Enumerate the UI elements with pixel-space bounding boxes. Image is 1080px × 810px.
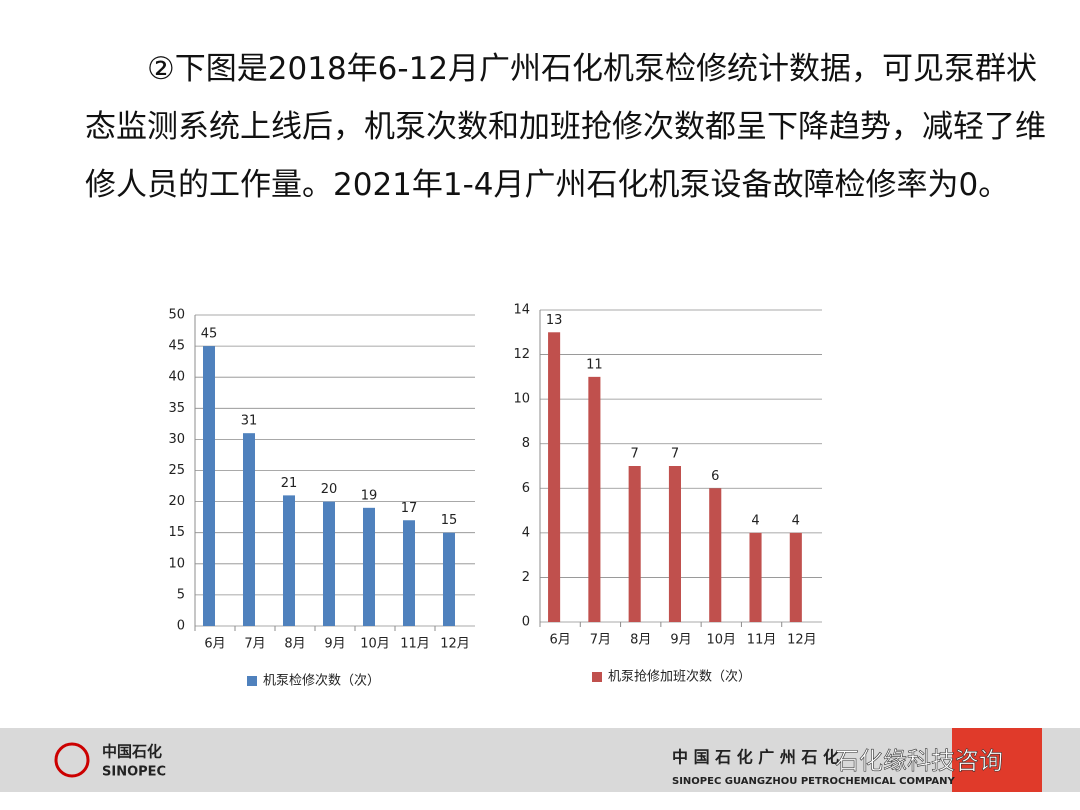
company-cn: 中 国 石 化 广 州 石 化 xyxy=(672,748,839,767)
bar xyxy=(283,495,295,626)
x-tick-label: 10月 xyxy=(360,637,390,652)
data-label: 6 xyxy=(711,469,719,484)
bar xyxy=(668,466,681,622)
bar xyxy=(588,376,601,622)
y-tick-label: 20 xyxy=(168,494,185,509)
watermark: 石化缘科技咨询 xyxy=(835,747,1003,775)
data-label: 13 xyxy=(546,313,563,328)
bar xyxy=(548,332,561,622)
y-tick-label: 35 xyxy=(168,401,185,416)
bar xyxy=(709,488,722,622)
bar xyxy=(789,532,802,622)
bar xyxy=(443,532,455,626)
y-tick-label: 0 xyxy=(177,619,185,634)
y-tick-label: 25 xyxy=(168,463,185,478)
y-tick-label: 4 xyxy=(522,525,530,540)
bar xyxy=(203,346,215,626)
y-tick-label: 8 xyxy=(522,436,530,451)
footer-red-block xyxy=(952,728,1042,792)
bar xyxy=(403,520,415,626)
x-tick-label: 10月 xyxy=(707,633,737,648)
y-tick-label: 50 xyxy=(168,308,185,323)
bar xyxy=(749,532,762,622)
paragraph: ②下图是2018年6-12月广州石化机泵检修统计数据，可见泵群状态监测系统上线后… xyxy=(85,51,1046,203)
y-tick-label: 14 xyxy=(513,303,530,318)
y-tick-label: 40 xyxy=(168,370,185,385)
x-tick-label: 6月 xyxy=(204,637,225,652)
y-tick-label: 10 xyxy=(168,556,185,571)
x-tick-label: 11月 xyxy=(747,633,777,648)
y-tick-label: 15 xyxy=(168,525,185,540)
company-en: SINOPEC GUANGZHOU PETROCHEMICAL COMPANY xyxy=(672,776,955,787)
logo-en: SINOPEC xyxy=(102,765,166,780)
legend-label: 机泵抢修加班次数（次） xyxy=(608,669,751,685)
y-tick-label: 6 xyxy=(522,481,530,496)
bar xyxy=(243,433,255,626)
y-tick-label: 30 xyxy=(168,432,185,447)
x-tick-label: 6月 xyxy=(550,633,571,648)
bar xyxy=(323,501,335,626)
y-tick-label: 45 xyxy=(168,339,185,354)
x-tick-label: 11月 xyxy=(400,637,430,652)
x-tick-label: 9月 xyxy=(324,637,345,652)
y-tick-label: 10 xyxy=(513,392,530,407)
data-label: 31 xyxy=(241,414,258,429)
logo-cn: 中国石化 xyxy=(102,743,162,761)
x-tick-label: 8月 xyxy=(630,633,651,648)
data-label: 7 xyxy=(671,447,679,462)
legend-swatch xyxy=(247,676,257,686)
logo-icon xyxy=(54,742,90,778)
data-label: 4 xyxy=(751,513,759,528)
data-label: 17 xyxy=(401,501,418,516)
legend-label: 机泵检修次数（次） xyxy=(263,673,380,689)
data-label: 7 xyxy=(631,447,639,462)
data-label: 19 xyxy=(361,488,378,503)
legend-swatch xyxy=(592,672,602,682)
data-label: 20 xyxy=(321,482,338,497)
x-tick-label: 12月 xyxy=(787,633,817,648)
x-tick-label: 12月 xyxy=(440,637,470,652)
data-label: 4 xyxy=(792,513,800,528)
data-label: 21 xyxy=(281,476,298,491)
data-label: 11 xyxy=(586,357,603,372)
y-tick-label: 0 xyxy=(522,615,530,630)
data-label: 45 xyxy=(201,327,218,342)
footer-band xyxy=(0,728,1080,792)
x-tick-label: 7月 xyxy=(244,637,265,652)
y-tick-label: 12 xyxy=(513,347,530,362)
bar xyxy=(628,466,641,622)
x-tick-label: 9月 xyxy=(670,633,691,648)
bar xyxy=(363,507,375,626)
x-tick-label: 7月 xyxy=(590,633,611,648)
y-tick-label: 2 xyxy=(522,570,530,585)
y-tick-label: 5 xyxy=(177,587,185,602)
x-tick-label: 8月 xyxy=(284,637,305,652)
data-label: 15 xyxy=(441,513,458,528)
